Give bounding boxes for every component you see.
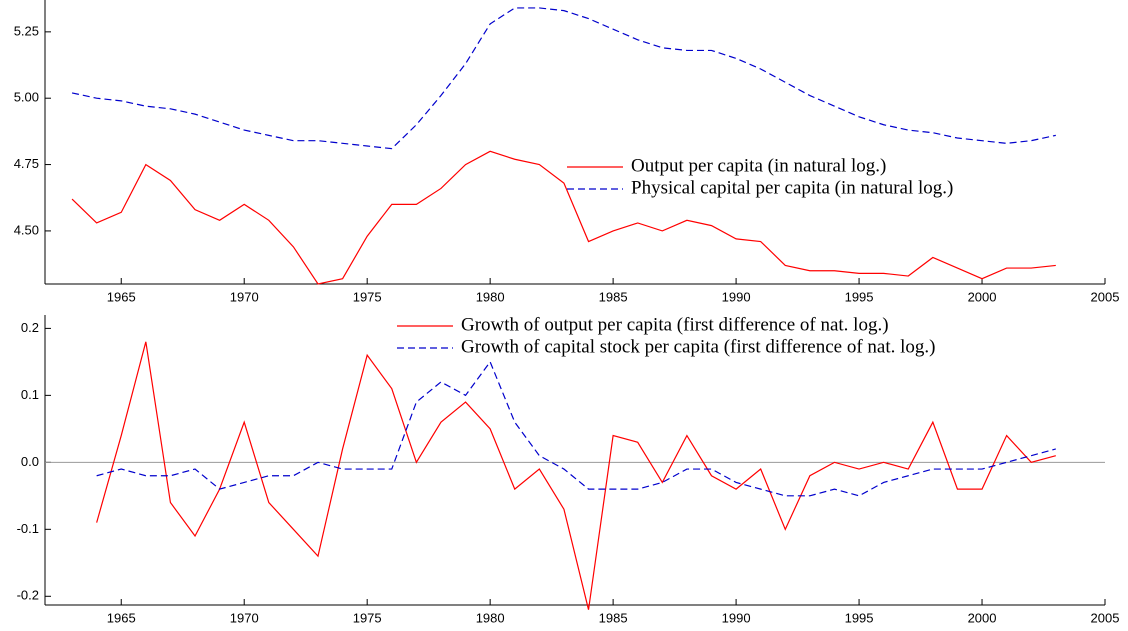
x-tick-label: 1965 <box>107 610 136 625</box>
x-tick-label: 2005 <box>1091 289 1120 304</box>
y-tick-label: 5.00 <box>14 90 39 105</box>
y-tick-label: -0.2 <box>17 588 39 603</box>
data-line <box>96 341 1056 610</box>
x-tick-label: 2000 <box>968 289 997 304</box>
x-tick-label: 1980 <box>476 289 505 304</box>
y-tick-label: 0.2 <box>21 320 39 335</box>
x-tick-label: 2000 <box>968 610 997 625</box>
x-tick-label: 1995 <box>845 610 874 625</box>
legend-label: Physical capital per capita (in natural … <box>631 177 953 198</box>
x-tick-label: 1965 <box>107 289 136 304</box>
x-tick-label: 1970 <box>230 610 259 625</box>
x-tick-label: 1980 <box>476 610 505 625</box>
y-tick-label: 5.25 <box>14 23 39 38</box>
legend-label: Growth of output per capita (first diffe… <box>461 314 889 335</box>
y-tick-label: -0.1 <box>17 521 39 536</box>
legend-label: Output per capita (in natural log.) <box>631 155 886 176</box>
x-tick-label: 1995 <box>845 289 874 304</box>
x-tick-label: 1975 <box>353 289 382 304</box>
y-tick-label: 4.50 <box>14 222 39 237</box>
x-tick-label: 1985 <box>599 289 628 304</box>
legend-label: Growth of capital stock per capita (firs… <box>461 336 935 357</box>
data-line <box>71 150 1056 285</box>
data-line <box>96 360 1056 497</box>
y-tick-label: 0.1 <box>21 387 39 402</box>
x-tick-label: 1975 <box>353 610 382 625</box>
x-tick-label: 2005 <box>1091 610 1120 625</box>
x-tick-label: 1970 <box>230 289 259 304</box>
data-line <box>71 7 1056 150</box>
x-tick-label: 1985 <box>599 610 628 625</box>
x-tick-label: 1990 <box>722 289 751 304</box>
x-tick-label: 1990 <box>722 610 751 625</box>
y-tick-label: 0.0 <box>21 454 39 469</box>
y-tick-label: 4.75 <box>14 156 39 171</box>
